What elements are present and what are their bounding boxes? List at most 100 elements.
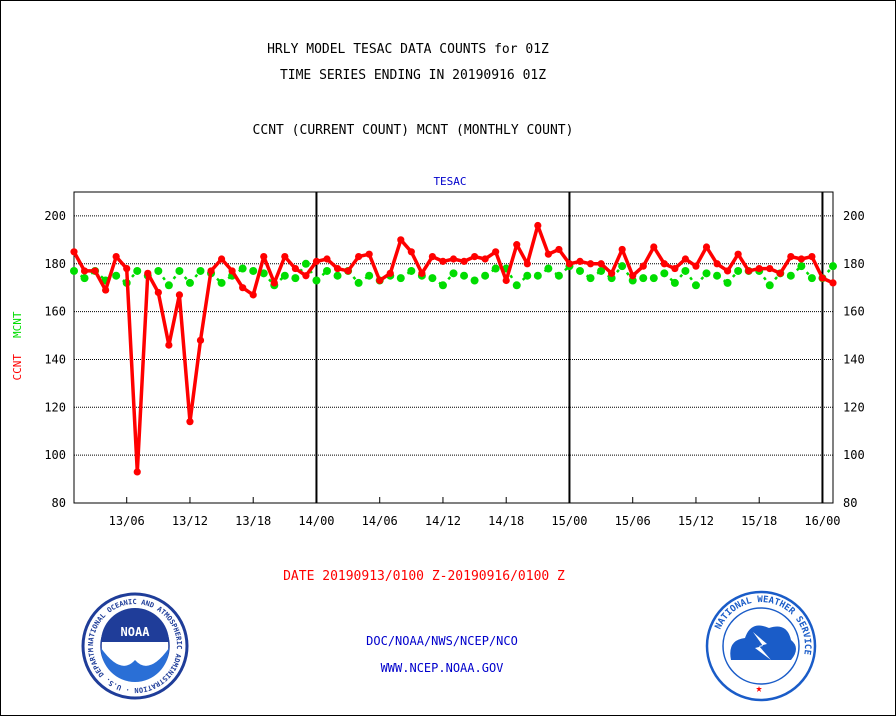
- y-tick-label-right: 180: [843, 257, 865, 271]
- data-point-ccnt: [565, 260, 574, 268]
- data-point-mcnt: [154, 266, 163, 275]
- data-point-ccnt: [755, 264, 763, 273]
- data-point-mcnt: [238, 264, 247, 273]
- data-point-mcnt: [797, 262, 806, 271]
- x-tick-label: 14/00: [298, 514, 334, 528]
- data-point-ccnt: [681, 255, 690, 263]
- data-point-ccnt: [713, 260, 721, 268]
- data-point-ccnt: [460, 257, 468, 265]
- data-point-ccnt: [787, 252, 795, 261]
- data-point-mcnt: [365, 271, 374, 280]
- y-tick-label-right: 160: [843, 305, 865, 319]
- data-point-mcnt: [460, 271, 469, 280]
- x-tick-label: 13/18: [235, 514, 271, 528]
- chart-title-line1: HRLY MODEL TESAC DATA COUNTS for 01Z: [267, 42, 549, 57]
- data-point-mcnt: [312, 276, 321, 285]
- data-point-mcnt: [175, 266, 184, 275]
- data-point-mcnt: [734, 266, 743, 275]
- y-tick-label-left: 160: [44, 305, 66, 319]
- data-point-mcnt: [291, 274, 300, 283]
- nws-logo: NATIONAL WEATHER SERVICE: [705, 590, 817, 702]
- y-tick-label-left: 200: [44, 209, 66, 223]
- chart-title-line2: TIME SERIES ENDING IN 20190916 01Z: [280, 68, 546, 83]
- data-point-mcnt: [354, 278, 363, 287]
- data-point-mcnt: [597, 266, 606, 275]
- x-tick-label: 14/18: [488, 514, 524, 528]
- data-point-ccnt: [808, 252, 816, 261]
- data-point-ccnt: [133, 468, 141, 476]
- data-point-ccnt: [513, 241, 521, 249]
- data-point-mcnt: [449, 269, 458, 278]
- data-point-mcnt: [333, 271, 342, 280]
- noaa-logo: NATIONAL OCEANIC AND ATMOSPHERIC ADMINIS…: [81, 592, 189, 700]
- y-tick-label-right: 80: [843, 496, 857, 510]
- data-point-mcnt: [523, 271, 532, 280]
- x-tick-label: 14/06: [362, 514, 398, 528]
- y-tick-label-left: 80: [52, 496, 66, 510]
- data-point-mcnt: [196, 266, 205, 275]
- x-tick-label: 15/12: [678, 514, 714, 528]
- data-point-mcnt: [554, 271, 563, 280]
- data-point-ccnt: [470, 252, 479, 261]
- data-point-ccnt: [344, 267, 352, 275]
- data-point-mcnt: [533, 271, 542, 280]
- data-point-ccnt: [492, 248, 500, 256]
- data-point-ccnt: [597, 260, 605, 268]
- y-tick-label-left: 100: [44, 448, 66, 462]
- data-point-ccnt: [249, 291, 257, 299]
- x-tick-label: 16/00: [804, 514, 840, 528]
- date-range-label: DATE 20190913/0100 Z-20190916/0100 Z: [283, 569, 565, 584]
- data-point-ccnt: [428, 252, 437, 261]
- data-point-mcnt: [133, 266, 142, 275]
- data-point-ccnt: [165, 341, 173, 349]
- chart-subtitle: CCNT (CURRENT COUNT) MCNT (MONTHLY COUNT…: [253, 123, 574, 138]
- data-point-mcnt: [586, 274, 595, 283]
- plot-title: TESAC: [433, 175, 466, 188]
- y-axis-label-ccnt: CCNT: [11, 354, 24, 381]
- data-point-ccnt: [154, 288, 162, 297]
- data-point-ccnt: [502, 276, 510, 285]
- data-point-mcnt: [280, 271, 289, 280]
- y-tick-label-left: 180: [44, 257, 66, 271]
- data-point-ccnt: [386, 269, 394, 277]
- data-point-ccnt: [291, 264, 299, 273]
- x-tick-label: 14/12: [425, 514, 461, 528]
- data-point-ccnt: [207, 267, 215, 275]
- data-point-ccnt: [397, 236, 405, 244]
- noaa-logo-text: NOAA: [121, 625, 151, 639]
- data-point-mcnt: [80, 274, 89, 283]
- data-point-mcnt: [691, 281, 700, 290]
- data-point-mcnt: [723, 278, 732, 287]
- data-point-ccnt: [365, 250, 373, 258]
- data-point-ccnt: [70, 248, 78, 256]
- data-point-ccnt: [260, 252, 268, 261]
- data-point-mcnt: [112, 271, 121, 280]
- data-point-ccnt: [407, 248, 415, 256]
- data-point-mcnt: [765, 281, 774, 290]
- data-point-mcnt: [259, 269, 268, 278]
- x-tick-label: 15/06: [615, 514, 651, 528]
- data-point-ccnt: [123, 264, 131, 273]
- data-point-ccnt: [376, 276, 384, 285]
- data-point-mcnt: [438, 281, 447, 290]
- data-point-ccnt: [576, 257, 584, 265]
- data-point-mcnt: [301, 259, 310, 268]
- data-point-mcnt: [576, 266, 584, 275]
- data-point-ccnt: [797, 255, 805, 263]
- data-point-ccnt: [639, 262, 647, 270]
- data-point-mcnt: [702, 269, 711, 278]
- data-point-ccnt: [196, 336, 205, 344]
- website-link[interactable]: WWW.NCEP.NOAA.GOV: [381, 661, 504, 675]
- data-point-ccnt: [629, 272, 637, 280]
- data-point-ccnt: [312, 257, 321, 265]
- data-point-mcnt: [491, 264, 500, 273]
- data-point-mcnt: [786, 271, 795, 280]
- y-tick-label-right: 140: [843, 352, 865, 366]
- plot-frame: [73, 191, 834, 504]
- data-point-ccnt: [91, 267, 99, 275]
- data-point-mcnt: [829, 262, 837, 271]
- data-point-ccnt: [323, 255, 331, 263]
- data-point-ccnt: [586, 260, 595, 268]
